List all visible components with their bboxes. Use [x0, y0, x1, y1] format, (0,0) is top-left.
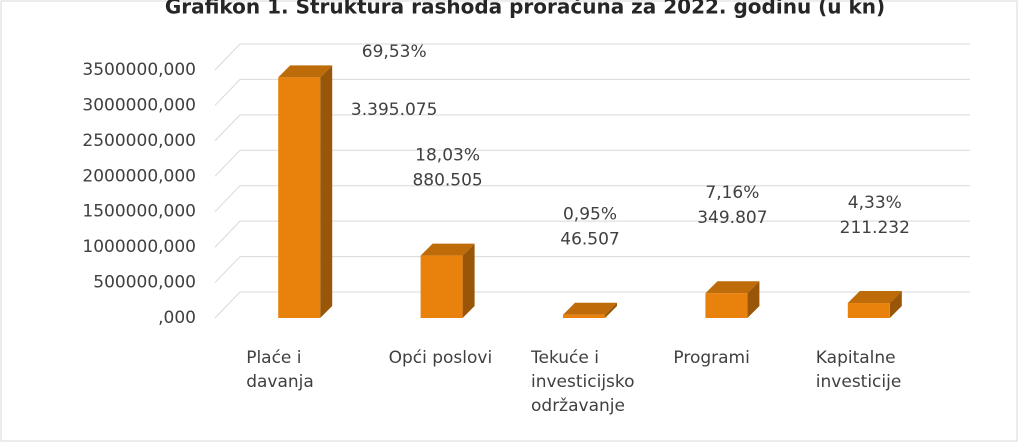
grid-line — [214, 43, 970, 71]
grid-line — [214, 220, 970, 248]
grid-line — [214, 114, 970, 142]
value-label: 349.807 — [697, 208, 767, 228]
bar-side — [462, 243, 475, 318]
percent-label: 0,95% — [563, 205, 617, 225]
x-tick-label-line: Opći poslovi — [389, 348, 493, 368]
bar — [278, 65, 333, 318]
percent-label: 4,33% — [848, 193, 902, 213]
bar-front — [563, 314, 605, 318]
x-tick-label-line: investicije — [816, 372, 902, 392]
grid-line — [214, 256, 970, 283]
bar-top — [278, 65, 333, 78]
x-tick-label-line: Kapitalne — [816, 348, 896, 368]
y-tick-label: 500000,000 — [93, 273, 196, 293]
value-label: 211.232 — [840, 218, 910, 238]
bar-top — [420, 243, 475, 256]
bar-front — [420, 255, 463, 318]
y-tick-label: ,000 — [158, 308, 196, 328]
y-tick-label: 1500000,000 — [82, 202, 196, 222]
bar-top — [563, 302, 617, 315]
x-tick-label-line: Tekuće i — [530, 348, 599, 368]
chart-title: Grafikon 1. Struktura rashoda proračuna … — [165, 0, 885, 19]
value-label: 3.395.075 — [351, 100, 438, 120]
bar-side — [747, 281, 760, 318]
x-tick-label: Programi — [673, 348, 749, 368]
bar — [705, 281, 760, 318]
value-label: 46.507 — [560, 230, 619, 250]
bar — [420, 243, 475, 318]
y-tick-label: 1000000,000 — [82, 237, 196, 257]
bar-top — [847, 291, 902, 304]
value-label: 880.505 — [412, 171, 482, 191]
bar-front — [847, 303, 890, 318]
x-tick-label: Tekuće i investicijsko održavanje — [530, 348, 635, 416]
percent-label: 7,16% — [705, 183, 759, 203]
bar-side — [889, 291, 902, 318]
bar-top — [705, 281, 760, 294]
x-tick-label-line: održavanje — [531, 396, 625, 416]
bar-side — [320, 65, 333, 318]
bar — [563, 302, 617, 318]
y-tick-label: 2500000,000 — [82, 131, 196, 151]
bar-side — [605, 302, 617, 318]
y-tick-label: 3000000,000 — [82, 95, 196, 115]
x-tick-label: Opći poslovi — [389, 348, 493, 368]
y-tick-label: 2000000,000 — [82, 166, 196, 186]
percent-label: 18,03% — [415, 146, 480, 166]
bar-front — [705, 293, 748, 318]
x-tick-label: Kapitalne investicije — [816, 348, 902, 392]
percent-label: 69,53% — [362, 42, 427, 62]
y-tick-label: 3500000,000 — [82, 60, 196, 80]
x-tick-label-line: Programi — [673, 348, 749, 368]
grid-line — [214, 185, 970, 213]
bar — [847, 291, 902, 318]
grid-line — [214, 149, 970, 177]
bar-front — [278, 77, 321, 318]
grid-line — [214, 78, 970, 106]
x-tick-label-line: davanja — [246, 372, 314, 392]
x-tick-label-line: investicijsko — [531, 372, 635, 392]
x-tick-label: Plaće i davanja — [246, 348, 314, 392]
x-tick-label-line: Plaće i — [246, 348, 301, 368]
